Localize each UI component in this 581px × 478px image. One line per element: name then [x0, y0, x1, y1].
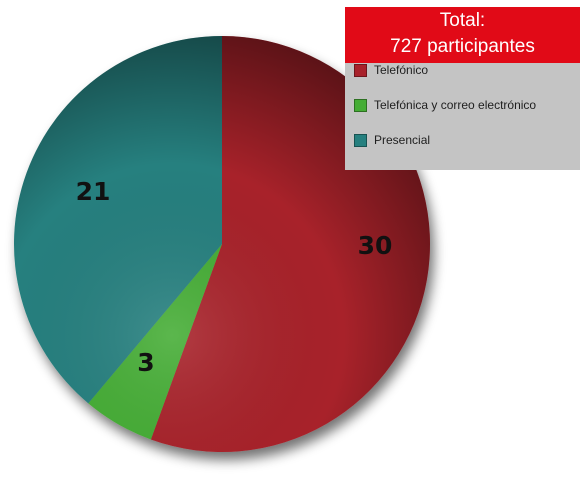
pie-data-labels: 30 3 21	[76, 177, 393, 377]
legend-label-telefonica-correo: Telefónica y correo electrónico	[374, 98, 537, 112]
legend-item-telefonico: Telefónico	[354, 63, 580, 77]
legend-item-presencial: Presencial	[354, 133, 580, 147]
pie-value-label-2: 3	[137, 348, 154, 377]
legend-title-line2: 727 participantes	[390, 36, 535, 57]
legend-swatch-telefonica-correo	[354, 98, 367, 112]
legend: Total: 727 participantes Telefónico Tele…	[345, 7, 580, 170]
legend-title-line1: Total:	[439, 10, 486, 31]
legend-label-presencial: Presencial	[374, 133, 431, 147]
legend-swatch-presencial	[354, 133, 367, 147]
legend-label-telefonico: Telefónico	[374, 63, 429, 77]
legend-swatch-telefonico	[354, 63, 367, 77]
pie-value-label-1: 30	[358, 231, 393, 260]
legend-title: Total: 727 participantes	[345, 7, 580, 63]
pie-value-label-3: 21	[76, 177, 111, 206]
legend-item-telefonica-correo: Telefónica y correo electrónico	[354, 98, 580, 112]
